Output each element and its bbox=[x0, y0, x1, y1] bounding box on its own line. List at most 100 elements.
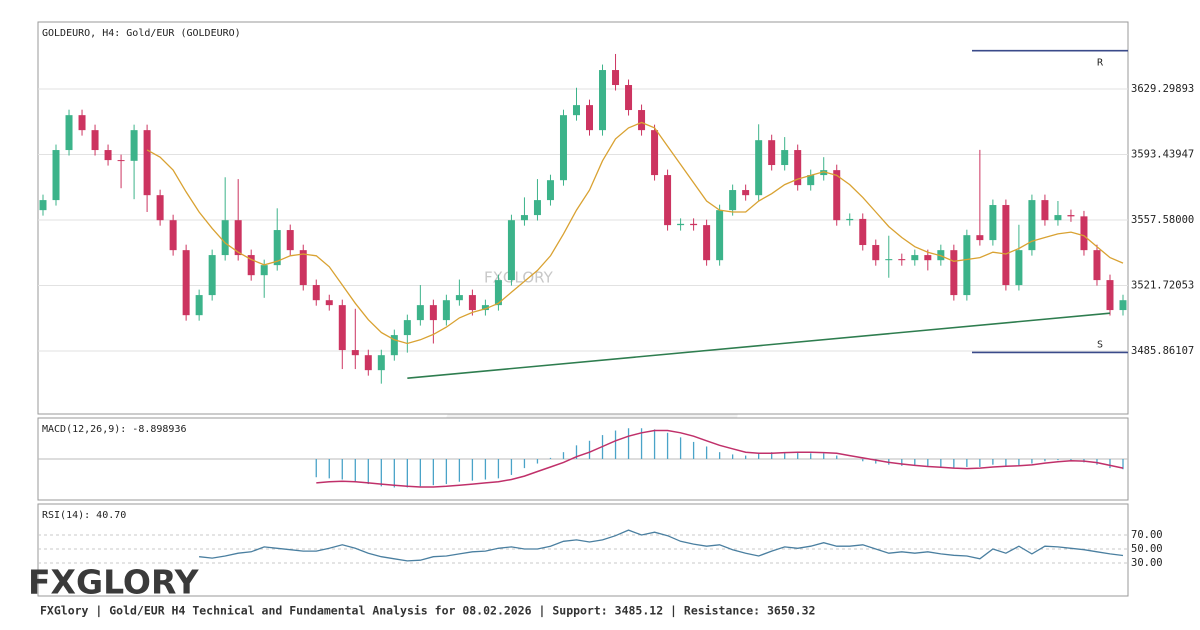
candle-body bbox=[1080, 216, 1088, 251]
candle-body bbox=[156, 195, 164, 221]
candle-body bbox=[117, 160, 125, 162]
candle-body bbox=[924, 255, 932, 261]
watermark-text: FXGLORY bbox=[484, 269, 554, 287]
logo: FXGLORY bbox=[28, 563, 200, 602]
candle-body bbox=[781, 150, 789, 166]
candle-body bbox=[559, 115, 567, 181]
candle-body bbox=[664, 175, 672, 226]
candle-body bbox=[195, 295, 203, 316]
candle-body bbox=[312, 285, 320, 301]
candle-body bbox=[143, 130, 151, 196]
candle-body bbox=[872, 245, 880, 261]
candle-body bbox=[273, 230, 281, 266]
candle-body bbox=[599, 70, 607, 131]
candle-body bbox=[546, 180, 554, 201]
moving-average bbox=[146, 121, 1124, 345]
candle-body bbox=[716, 210, 724, 261]
candle-body bbox=[976, 235, 984, 241]
rsi-line bbox=[199, 529, 1124, 562]
y-tick-label: 3485.86107 bbox=[1131, 345, 1194, 357]
signal-line bbox=[316, 429, 1124, 488]
candle-body bbox=[898, 259, 906, 261]
candle-body bbox=[963, 235, 971, 296]
support-trendline bbox=[407, 312, 1111, 379]
candle-body bbox=[1041, 200, 1049, 221]
candle-body bbox=[572, 105, 580, 116]
candle-body bbox=[729, 190, 737, 211]
candle-body bbox=[794, 150, 802, 186]
candle-body bbox=[104, 150, 112, 161]
candle-body bbox=[299, 250, 307, 286]
candle-body bbox=[950, 250, 958, 296]
candle-body bbox=[612, 70, 620, 86]
candle-body bbox=[520, 215, 528, 221]
y-tick-label: 30.00 bbox=[1131, 557, 1163, 569]
candle-body bbox=[286, 230, 294, 251]
level-label: S bbox=[1097, 339, 1103, 350]
panel-title: MACD(12,26,9): -8.898936 bbox=[42, 424, 187, 435]
candle-body bbox=[208, 255, 216, 296]
candle-body bbox=[429, 305, 437, 321]
candle-body bbox=[1015, 250, 1023, 286]
candle-body bbox=[182, 250, 190, 316]
candle-body bbox=[833, 170, 841, 221]
y-tick-label: 3629.29893 bbox=[1131, 83, 1194, 95]
candle-body bbox=[468, 295, 476, 311]
candle-body bbox=[494, 280, 502, 306]
candle-body bbox=[338, 305, 346, 351]
candle-body bbox=[247, 255, 255, 276]
candle-body bbox=[1106, 280, 1114, 311]
candle-body bbox=[586, 105, 594, 131]
candle-body bbox=[507, 220, 515, 281]
candle-body bbox=[377, 355, 385, 371]
candle-body bbox=[742, 190, 750, 196]
panel bbox=[37, 21, 1129, 415]
candle-body bbox=[221, 220, 229, 256]
candle-body bbox=[885, 259, 893, 261]
candle-body bbox=[989, 205, 997, 241]
candle-body bbox=[690, 223, 698, 226]
candle-body bbox=[859, 218, 867, 246]
candle-body bbox=[1067, 215, 1075, 217]
panel-title: GOLDEURO, H4: Gold/EUR (GOLDEURO) bbox=[42, 28, 241, 39]
y-tick-label: 3521.72053 bbox=[1131, 280, 1194, 292]
candle-body bbox=[403, 320, 411, 336]
panel-title: RSI(14): 40.70 bbox=[42, 510, 126, 521]
candle-body bbox=[78, 115, 86, 131]
candle-body bbox=[911, 255, 919, 261]
candle-body bbox=[325, 300, 333, 306]
candle-body bbox=[52, 150, 60, 201]
candle-body bbox=[533, 200, 541, 216]
candle-body bbox=[651, 130, 659, 176]
candle-body bbox=[846, 218, 854, 221]
candle-body bbox=[442, 300, 450, 321]
candle-body bbox=[638, 110, 646, 131]
candle-body bbox=[807, 175, 815, 186]
candle-body bbox=[1119, 300, 1127, 311]
candle-body bbox=[768, 140, 776, 166]
candle-body bbox=[169, 220, 177, 251]
candle-body bbox=[260, 265, 268, 276]
candle-body bbox=[130, 130, 138, 161]
candle-body bbox=[455, 295, 463, 301]
y-tick-label: 50.00 bbox=[1131, 543, 1163, 555]
candle-body bbox=[1028, 200, 1036, 251]
footer: FXGlory | Gold/EUR H4 Technical and Fund… bbox=[40, 604, 815, 618]
candle-body bbox=[755, 140, 763, 196]
candle-body bbox=[1054, 215, 1062, 221]
candle-body bbox=[677, 223, 685, 226]
candle-body bbox=[703, 225, 711, 261]
level-label: R bbox=[1097, 58, 1104, 69]
candle-body bbox=[416, 305, 424, 321]
y-tick-label: 3557.58000 bbox=[1131, 214, 1194, 226]
candle-body bbox=[91, 130, 99, 151]
candle-body bbox=[234, 220, 242, 256]
panel bbox=[37, 503, 1129, 597]
candle-body bbox=[820, 170, 828, 176]
y-tick-label: 70.00 bbox=[1131, 529, 1163, 541]
candle-body bbox=[1002, 205, 1010, 286]
candle-body bbox=[39, 200, 47, 211]
candle-body bbox=[390, 335, 398, 356]
y-tick-label: 3593.43947 bbox=[1131, 149, 1194, 161]
